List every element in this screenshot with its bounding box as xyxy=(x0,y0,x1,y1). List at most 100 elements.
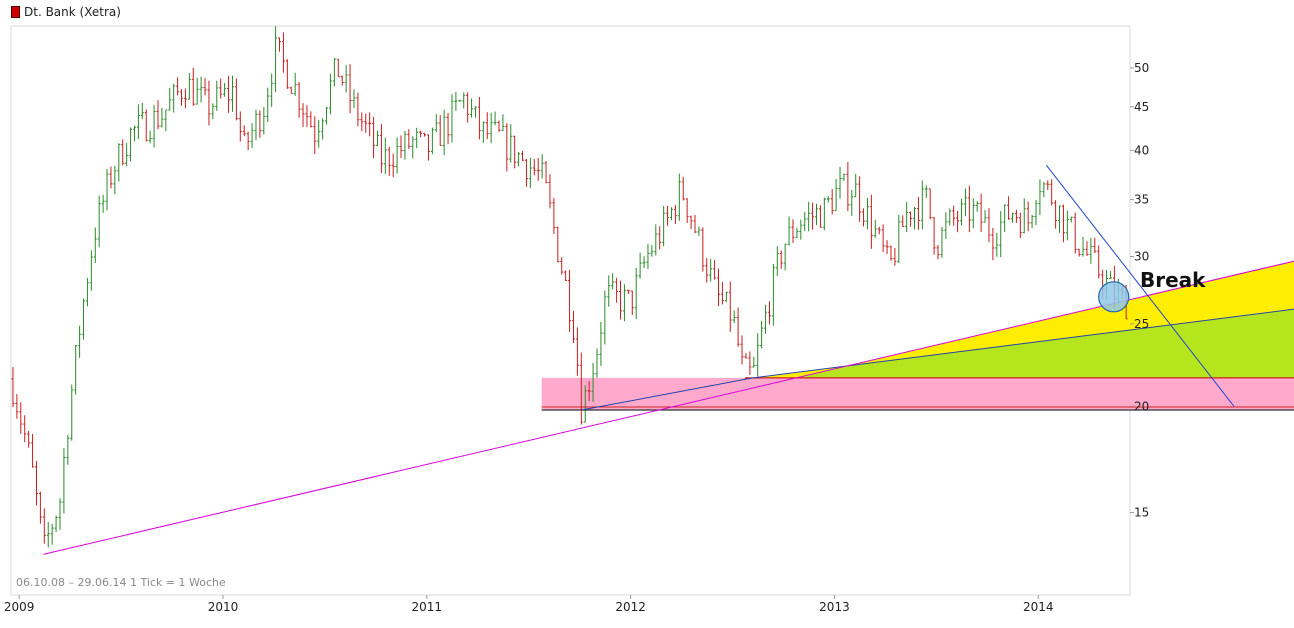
ohlc-bar xyxy=(85,278,89,307)
ohlc-bar xyxy=(242,125,246,137)
ohlc-bar xyxy=(82,298,86,340)
ohlc-bar xyxy=(152,105,156,148)
ohlc-bar xyxy=(395,137,399,174)
ohlc-bar xyxy=(916,196,920,230)
ohlc-bar xyxy=(626,289,630,294)
ohlc-bar xyxy=(489,112,493,144)
ohlc-bar xyxy=(607,275,611,307)
ohlc-bar xyxy=(826,195,830,203)
ohlc-bar xyxy=(865,198,869,230)
ohlc-bar xyxy=(646,243,650,269)
ohlc-bar xyxy=(66,434,70,465)
ohlc-bar xyxy=(736,307,740,347)
ohlc-bar xyxy=(944,212,948,240)
ohlc-bar xyxy=(258,110,262,138)
ohlc-bar xyxy=(1046,180,1050,190)
ohlc-bar xyxy=(748,351,752,375)
ohlc-bar xyxy=(1069,216,1073,223)
ohlc-bar xyxy=(78,325,82,358)
ohlc-bar xyxy=(1014,209,1018,223)
ohlc-bar xyxy=(426,134,430,161)
ohlc-bar xyxy=(270,73,274,107)
ohlc-bar xyxy=(1085,241,1089,256)
ohlc-bar xyxy=(15,394,19,419)
ohlc-bar xyxy=(654,224,658,256)
x-tick-label: 2011 xyxy=(412,600,443,614)
ohlc-bar xyxy=(266,87,270,122)
ohlc-bar xyxy=(783,243,787,271)
ohlc-bar xyxy=(877,226,881,235)
ohlc-bar xyxy=(971,198,975,229)
ohlc-bar xyxy=(869,194,873,249)
ohlc-bar xyxy=(713,260,717,280)
ohlc-bar xyxy=(909,211,913,227)
ohlc-bar xyxy=(693,215,697,234)
ohlc-bar xyxy=(93,227,97,263)
ohlc-bar xyxy=(199,76,203,103)
ohlc-bar xyxy=(732,310,736,324)
ohlc-bar xyxy=(583,385,587,423)
ohlc-bar xyxy=(234,78,238,121)
ohlc-bar xyxy=(136,104,140,139)
ohlc-bar xyxy=(893,247,897,266)
y-tick-label: 15 xyxy=(1134,506,1149,520)
ohlc-bar xyxy=(924,185,928,198)
ohlc-bar xyxy=(46,522,50,548)
ohlc-bar xyxy=(113,165,117,195)
ohlc-bar xyxy=(1022,198,1026,234)
ohlc-bar xyxy=(842,173,846,181)
ohlc-bar xyxy=(650,245,654,257)
ohlc-bar xyxy=(560,257,564,275)
ohlc-bar xyxy=(1058,205,1062,233)
ohlc-bar xyxy=(885,240,889,255)
ohlc-bar xyxy=(454,91,458,111)
ohlc-bar xyxy=(411,136,415,159)
ohlc-bar xyxy=(830,189,834,215)
ohlc-bar xyxy=(717,268,721,306)
ohlc-bar xyxy=(932,216,936,255)
ohlc-bar xyxy=(575,327,579,376)
ohlc-bar xyxy=(595,348,599,378)
ohlc-bar xyxy=(356,92,360,127)
ohlc-bar xyxy=(948,208,952,226)
ohlc-bar xyxy=(473,106,477,118)
ohlc-bar xyxy=(1030,214,1034,229)
ohlc-bar xyxy=(1054,200,1058,229)
x-tick-label: 2010 xyxy=(208,600,239,614)
ohlc-bar xyxy=(685,198,689,223)
ohlc-bar xyxy=(517,151,521,167)
axes: 15 20 25 30 35 40 45 50 2009 2010 2011 2012 2013 2014 xyxy=(4,61,1149,614)
ohlc-bar xyxy=(352,89,356,108)
ohlc-bar xyxy=(364,113,368,133)
ohlc-bar xyxy=(740,335,744,365)
ohlc-bar xyxy=(336,58,340,78)
ohlc-bar xyxy=(215,80,219,111)
ohlc-bar xyxy=(183,88,187,109)
ohlc-bar xyxy=(756,333,760,377)
ohlc-bar xyxy=(807,201,811,232)
ohlc-bar xyxy=(548,174,552,209)
y-tick-label: 45 xyxy=(1134,100,1149,114)
ohlc-bar xyxy=(328,73,332,115)
ohlc-bar xyxy=(403,130,407,160)
ohlc-bar xyxy=(172,83,176,113)
ohlc-bar xyxy=(622,284,626,322)
ohlc-bar xyxy=(250,123,254,148)
ohlc-bar xyxy=(521,150,525,161)
ohlc-bar xyxy=(485,112,489,140)
ohlc-bar xyxy=(458,99,462,102)
ohlc-bar xyxy=(991,227,995,261)
break-label: Break xyxy=(1140,268,1206,292)
ohlc-bar xyxy=(297,82,301,118)
yellow-zone xyxy=(752,261,1294,378)
y-tick-label: 35 xyxy=(1134,193,1149,207)
ohlc-bar xyxy=(897,214,901,264)
ohlc-bar xyxy=(979,193,983,232)
legend-swatch-icon xyxy=(11,6,20,18)
ohlc-bar xyxy=(568,269,572,333)
ohlc-bar xyxy=(31,433,35,468)
ohlc-bar xyxy=(379,124,383,174)
ohlc-bar xyxy=(117,143,121,182)
ohlc-bar xyxy=(11,367,15,408)
y-tick-label: 25 xyxy=(1134,317,1149,331)
